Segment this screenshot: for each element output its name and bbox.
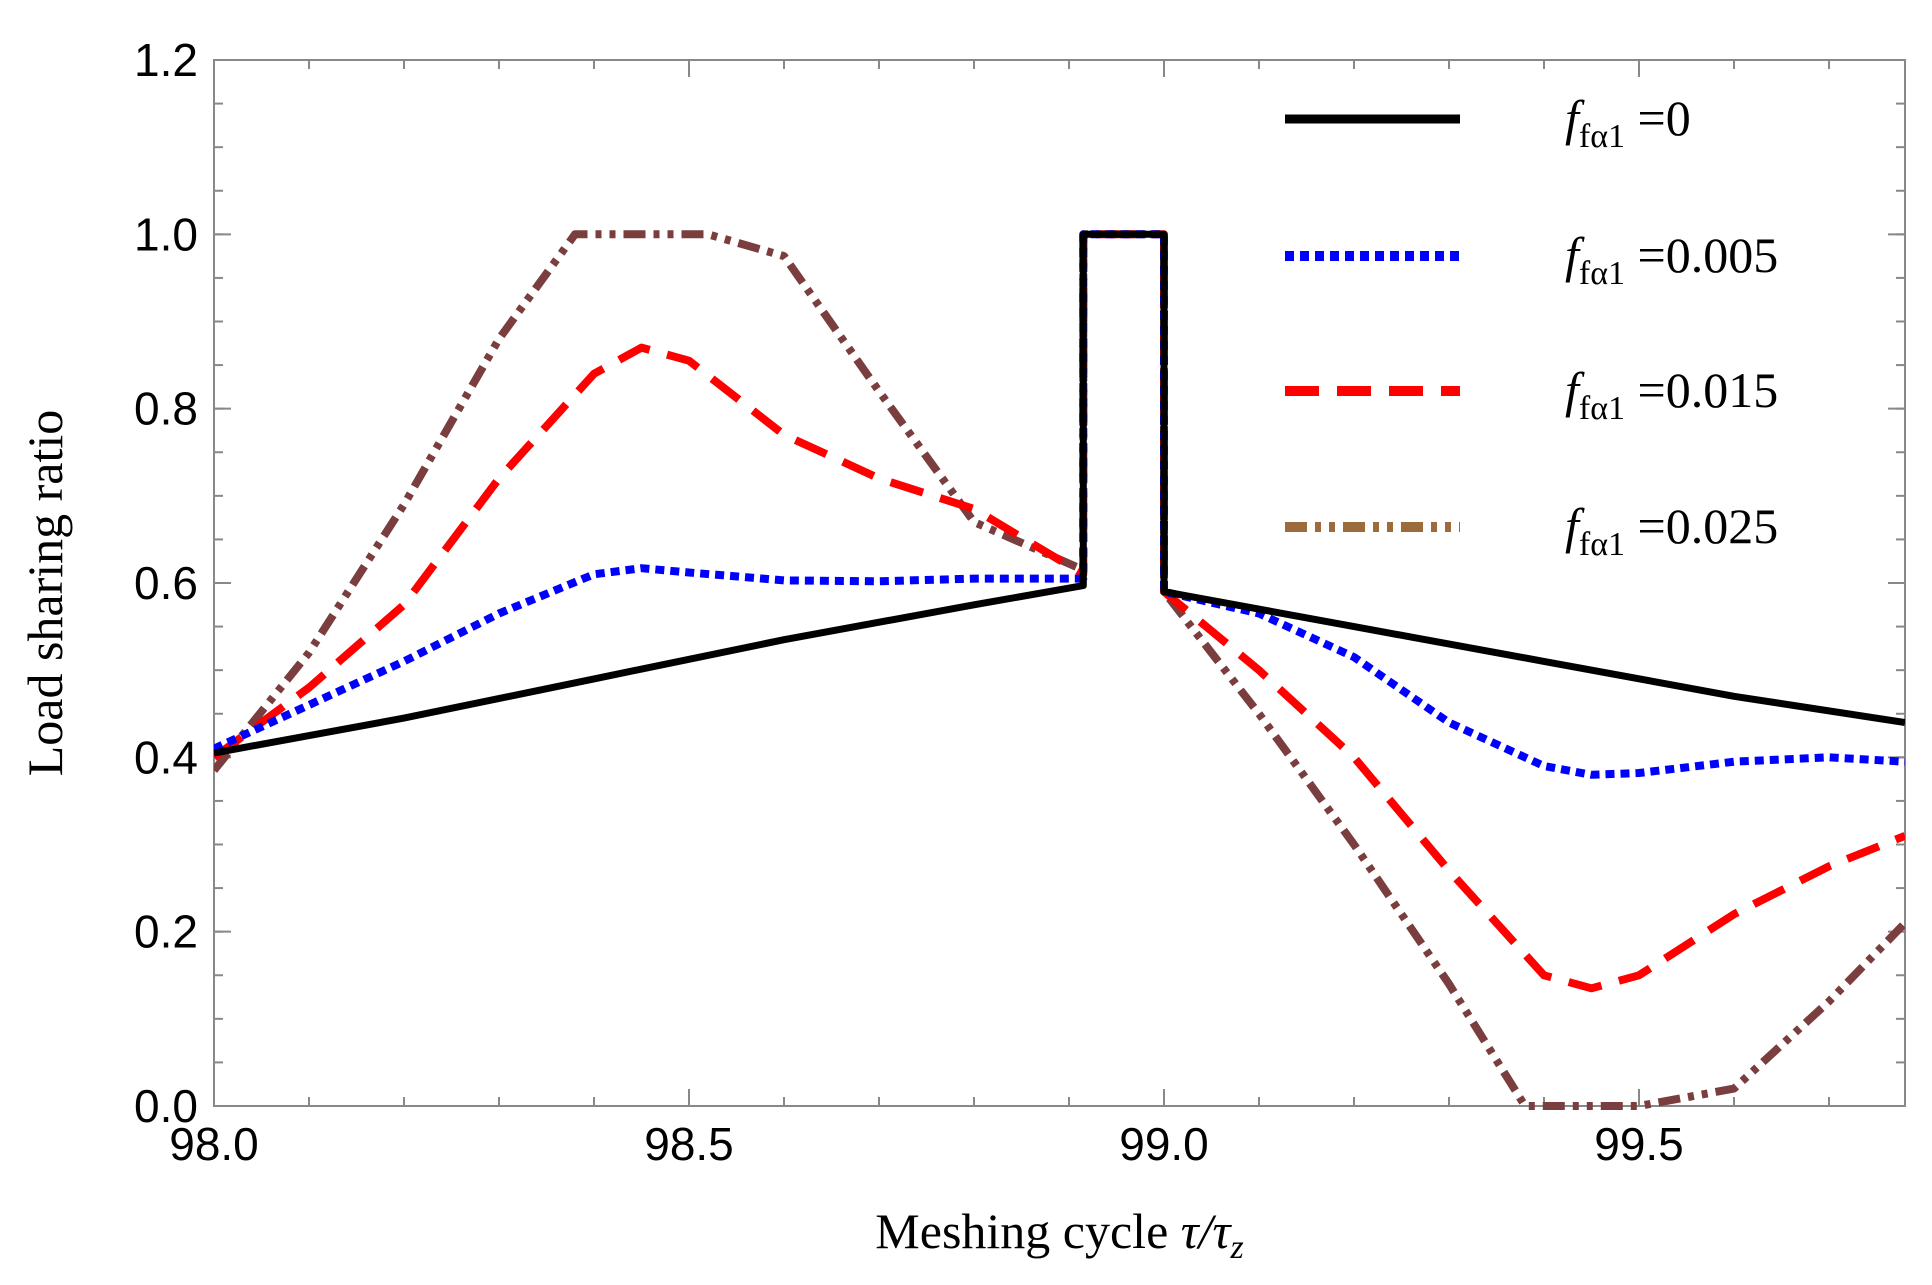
x-axis-title: Meshing cycle τ/τz: [875, 1203, 1243, 1266]
x-tick-label: 98.0: [169, 1118, 259, 1170]
series-lines: [214, 230, 1905, 1110]
legend-label: ffα1 =0.015: [1565, 362, 1778, 427]
legend-label: ffα1 =0: [1565, 90, 1691, 155]
y-tick-label: 0.6: [134, 557, 198, 609]
minor-ticks: [213, 59, 1905, 1107]
x-tick-label: 98.5: [644, 1118, 734, 1170]
series-line-f-0-015: [214, 230, 1905, 993]
y-tick-label: 0.4: [134, 731, 198, 783]
y-tick-label: 0.0: [134, 1080, 198, 1132]
y-axis-title: Load sharing ratio: [17, 410, 73, 777]
legend-label: ffα1 =0.025: [1565, 498, 1778, 563]
y-tick-label: 1.2: [134, 34, 198, 86]
plot-frame: [213, 59, 1906, 1107]
major-ticks: [213, 59, 1905, 1107]
x-tick-label: 99.0: [1119, 1118, 1209, 1170]
y-tick-label: 1.0: [134, 208, 198, 260]
series-line-f-0: [214, 230, 1905, 757]
x-tick-label: 99.5: [1594, 1118, 1684, 1170]
tick-labels: 98.0 98.5 99.0 99.5 0.0 0.2 0.4 0.6 0.8 1.0 1.2: [134, 34, 1684, 1170]
legend: ffα1 =0 ffα1 =0.005 ffα1 =0.015 ffα1 =0.025: [1285, 90, 1778, 563]
y-tick-label: 0.2: [134, 906, 198, 958]
x-axis-title-prefix: Meshing cycle: [875, 1203, 1180, 1259]
legend-label: ffα1 =0.005: [1565, 227, 1778, 292]
x-axis-title-math: τ/τ: [1181, 1203, 1233, 1259]
y-tick-label: 0.8: [134, 383, 198, 435]
x-axis-title-math-sub: z: [1229, 1229, 1243, 1266]
